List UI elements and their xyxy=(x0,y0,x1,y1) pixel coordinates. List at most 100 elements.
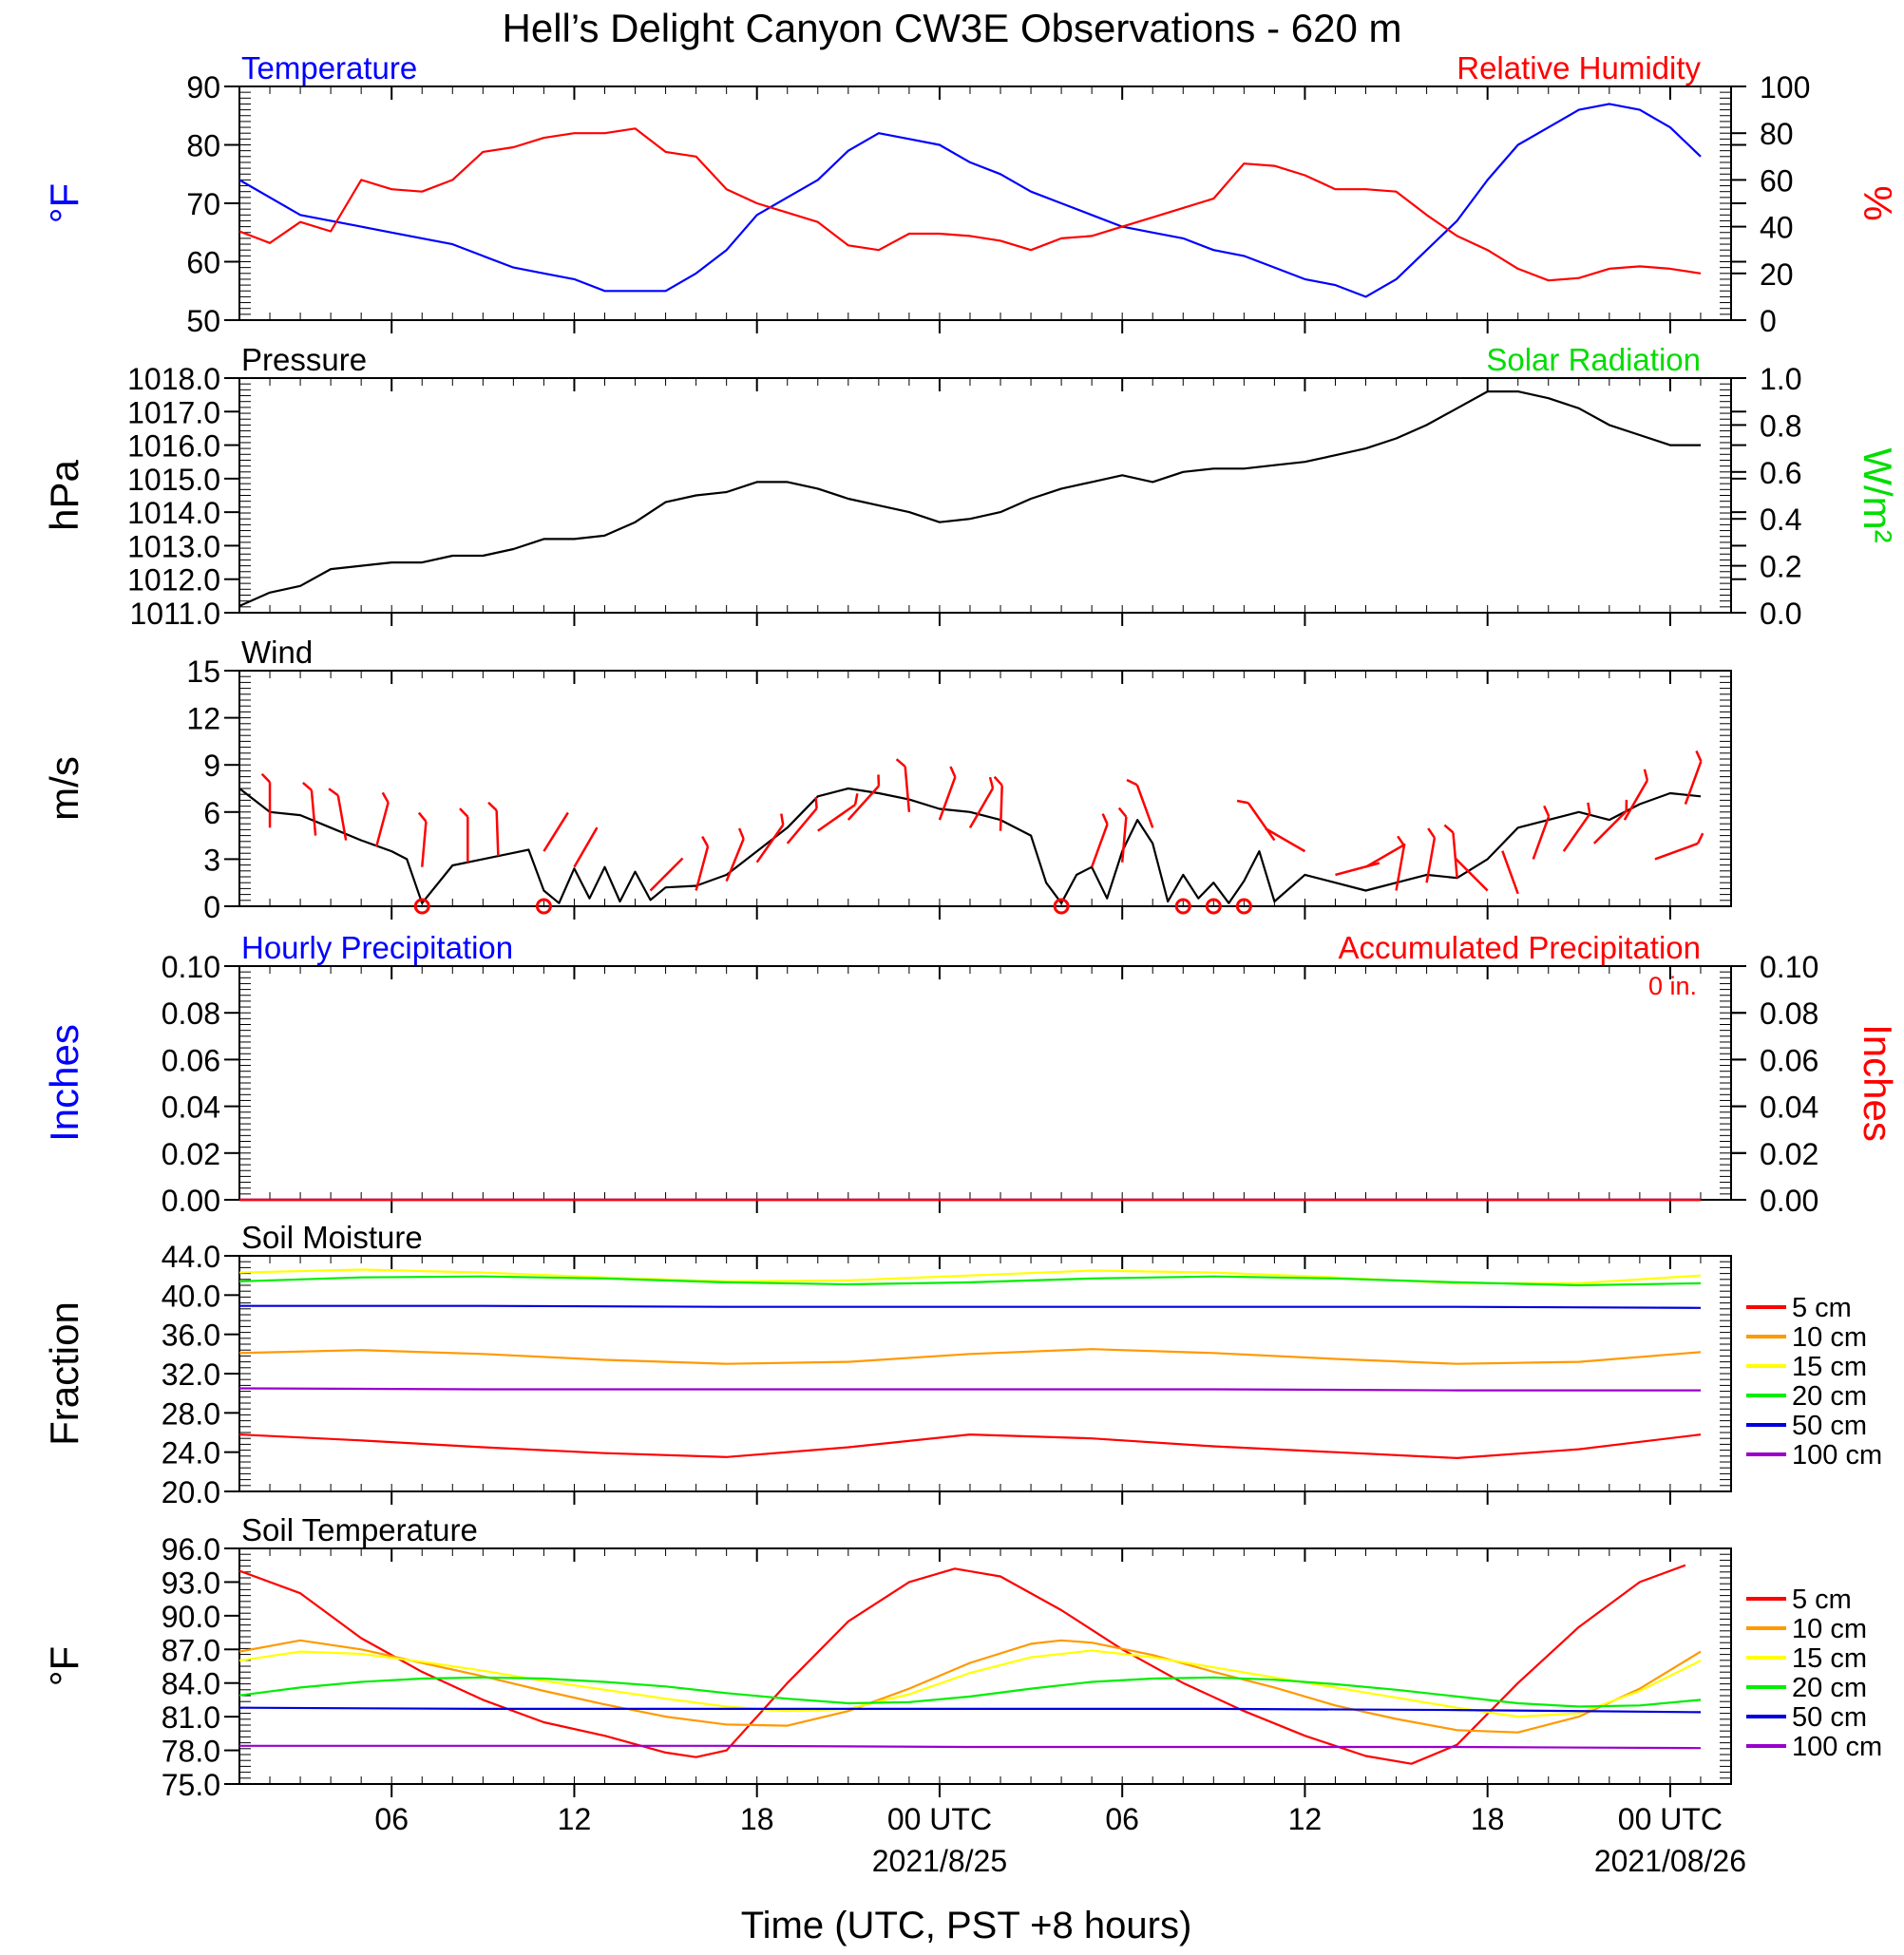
wind-barb-shaft xyxy=(1454,857,1489,892)
series-line-50-cm xyxy=(238,1706,1702,1714)
y-axis-label-left: m/s xyxy=(42,756,86,821)
y-tick-label: 50 xyxy=(186,304,220,338)
y-tick-label: 0 xyxy=(203,890,220,924)
y-axis-label-left: °F xyxy=(42,1646,86,1686)
y-tick-label: 1011.0 xyxy=(130,597,221,631)
y-tick-label: 93.0 xyxy=(162,1566,220,1600)
x-date-label: 2021/8/25 xyxy=(872,1844,1007,1878)
calm-wind-marker xyxy=(1205,898,1222,915)
y-tick-label-right: 0.00 xyxy=(1760,1184,1818,1218)
wind-barb-flag xyxy=(260,772,271,784)
wind-barb-flag xyxy=(949,766,957,778)
legend-label: 50 cm xyxy=(1792,1702,1867,1733)
y-tick-label: 90.0 xyxy=(162,1600,220,1634)
x-date-label: 2021/08/26 xyxy=(1594,1844,1746,1878)
wind-barb-shaft xyxy=(1562,813,1591,852)
y-tick-label: 0.08 xyxy=(162,996,220,1031)
wind-barb xyxy=(302,781,317,836)
y-tick-label-right: 0.4 xyxy=(1760,503,1801,537)
wind-barb-shaft xyxy=(1247,802,1276,842)
y-tick-label: 1015.0 xyxy=(127,463,220,497)
y-tick-label-right: 0.02 xyxy=(1760,1137,1818,1171)
wind-barb-shaft xyxy=(1364,843,1406,868)
wind-barb-shaft xyxy=(968,788,995,828)
y-tick-label: 1012.0 xyxy=(127,563,220,598)
wind-barb-shaft xyxy=(1425,837,1437,883)
wind-barb-shaft xyxy=(1501,850,1519,895)
wind-barb-shaft xyxy=(1452,832,1458,879)
panel-title-left: Temperature xyxy=(241,50,417,85)
wind-barb xyxy=(1236,799,1276,842)
y-tick-label-right: 0.2 xyxy=(1760,550,1801,584)
panel-title-left: Hourly Precipitation xyxy=(241,930,513,965)
panel-pressure: 1011.01012.01013.01014.01015.01016.01017… xyxy=(42,342,1900,631)
y-tick-label: 1017.0 xyxy=(127,395,220,429)
calm-wind-marker xyxy=(1235,898,1252,915)
series-line-10-cm xyxy=(238,1639,1702,1734)
wind-barb xyxy=(786,797,818,845)
y-tick-label: 78.0 xyxy=(162,1735,220,1769)
y-tick-label-right: 0.08 xyxy=(1760,996,1818,1031)
wind-barb xyxy=(459,807,469,863)
wind-barb-flag xyxy=(328,788,339,797)
y-axis-label-right: W/m² xyxy=(1856,447,1900,542)
panel-frame xyxy=(238,1255,1732,1492)
wind-barb-shaft xyxy=(374,802,390,847)
y-tick-label: 24.0 xyxy=(162,1436,220,1471)
wind-barb-flag xyxy=(1101,813,1109,826)
wind-barb xyxy=(1623,769,1649,821)
wind-barb-flag xyxy=(1643,769,1649,781)
y-tick-label: 70 xyxy=(186,187,220,221)
y-tick-label: 0.00 xyxy=(162,1184,220,1218)
wind-barb xyxy=(1090,813,1109,868)
series-line-10-cm xyxy=(238,1348,1702,1365)
panel-frame xyxy=(238,670,1732,907)
panel-soil_moisture: 20.0 24.0 28.0 32.0 36.0 40.0 44.0 Soil Moistur… xyxy=(42,1220,1732,1509)
wind-barb-flag xyxy=(381,791,390,804)
x-tick-label: 18 xyxy=(740,1802,774,1836)
wind-barb xyxy=(1532,805,1551,860)
series-line-5-cm xyxy=(238,1433,1702,1460)
wind-barb-flag xyxy=(853,793,859,806)
calm-wind-marker xyxy=(1174,898,1191,915)
panel-precip: 0.00 0.02 0.04 0.06 0.08 0.10 0.00 0.02 0.04 0.06… xyxy=(42,930,1900,1218)
x-axis-label: Time (UTC, PST +8 hours) xyxy=(741,1905,1192,1946)
wind-barb xyxy=(1443,824,1458,879)
y-tick-label: 44.0 xyxy=(162,1240,220,1274)
y-tick-label: 20.0 xyxy=(162,1475,220,1509)
wind-barb-flag xyxy=(737,827,745,840)
calm-wind-marker xyxy=(535,898,552,915)
calm-wind-marker xyxy=(413,898,430,915)
wind-barb-flag xyxy=(417,811,428,823)
wind-barb-flag xyxy=(459,807,469,818)
wind-barb-shaft xyxy=(1265,827,1306,853)
wind-barb-shaft xyxy=(1532,815,1551,860)
wind-barb xyxy=(1592,799,1628,845)
legend-label: 5 cm xyxy=(1792,1293,1852,1323)
y-tick-label: 36.0 xyxy=(162,1319,220,1353)
wind-barb-shaft xyxy=(573,826,599,868)
panel-title-left: Soil Moisture xyxy=(241,1220,423,1255)
wind-barb-shaft xyxy=(1592,810,1628,845)
y-axis-label-left: Fraction xyxy=(42,1301,86,1446)
wind-barb xyxy=(543,811,569,852)
legend-label: 100 cm xyxy=(1792,1732,1882,1762)
legend-label: 5 cm xyxy=(1792,1585,1852,1615)
panel-title-left: Pressure xyxy=(241,342,367,377)
y-tick-label: 60 xyxy=(186,246,220,280)
wind-barb xyxy=(1654,832,1704,861)
panel-title-left: Soil Temperature xyxy=(241,1512,478,1547)
y-tick-label: 0.10 xyxy=(162,950,220,984)
wind-barb xyxy=(1562,802,1591,852)
wind-barb-flag xyxy=(780,813,785,826)
wind-barb-shaft xyxy=(904,766,911,812)
x-tick-label: 06 xyxy=(1105,1802,1139,1836)
wind-barb-shaft xyxy=(1684,761,1703,805)
x-tick-label: 18 xyxy=(1471,1802,1505,1836)
panel-frame xyxy=(238,85,1732,321)
y-tick-label: 1014.0 xyxy=(127,496,220,530)
wind-barb-flag xyxy=(1543,805,1551,817)
